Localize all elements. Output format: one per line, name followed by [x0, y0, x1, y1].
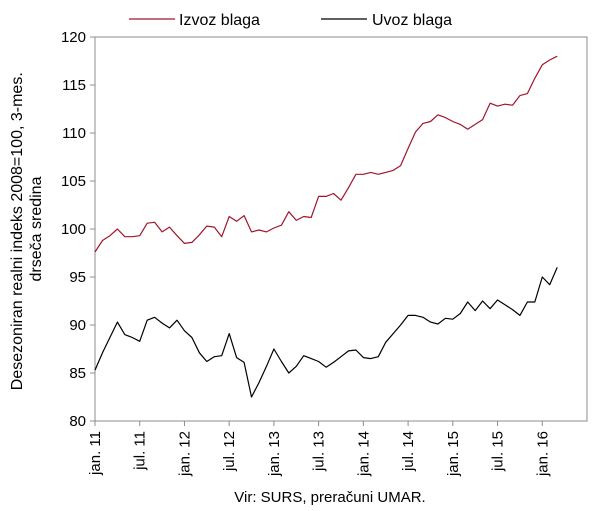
x-tick-label: jan. 14	[355, 431, 372, 477]
x-tick-label: jul. 11	[132, 431, 149, 471]
y-axis-title: Desezoniran realni indeks 2008=100, 3-me…	[9, 68, 45, 390]
y-axis-title-line-1: Desezoniran realni indeks 2008=100, 3-me…	[9, 72, 26, 390]
y-axis-title-line-2: drseča sredina	[28, 176, 45, 281]
x-tick-label: jul. 12	[221, 431, 238, 472]
x-tick-label: jul. 14	[400, 431, 417, 472]
legend-label-uvoz: Uvoz blaga	[372, 12, 452, 29]
y-tick-label: 95	[69, 269, 86, 286]
y-tick-label: 105	[61, 173, 86, 190]
series-line-izvoz-blaga	[94, 55, 558, 253]
y-tick-label: 85	[69, 365, 86, 382]
legend-label-izvoz: Izvoz blaga	[179, 12, 260, 29]
x-tick-label: jan. 13	[266, 431, 283, 477]
y-tick-label: 90	[69, 317, 86, 334]
y-tick-label: 120	[61, 29, 86, 46]
x-tick-label: jan. 15	[445, 431, 462, 477]
x-axis: jan. 11 jul. 11 jan. 12 jul. 12 jan. 13 jul. …	[87, 421, 551, 477]
y-tick-label: 110	[62, 125, 86, 142]
y-tick-label: 115	[62, 77, 86, 94]
x-tick-label: jul. 15	[490, 431, 507, 472]
x-tick-label: jan. 16	[534, 431, 551, 477]
series-line-uvoz-blaga	[94, 267, 558, 398]
y-axis: 80 85 90 95 100 105 110 115 120	[61, 29, 95, 430]
y-tick-label: 100	[61, 221, 86, 238]
x-tick-label: jul. 13	[311, 431, 328, 472]
x-tick-label: jan. 11	[87, 431, 104, 476]
source-note: Vir: SURS, preračuni UMAR.	[234, 489, 425, 506]
legend: Izvoz blaga Uvoz blaga	[129, 12, 452, 29]
series-lines	[94, 55, 558, 398]
plot-area	[94, 36, 588, 422]
y-tick-label: 80	[69, 413, 86, 430]
x-tick-label: jan. 12	[176, 431, 193, 477]
